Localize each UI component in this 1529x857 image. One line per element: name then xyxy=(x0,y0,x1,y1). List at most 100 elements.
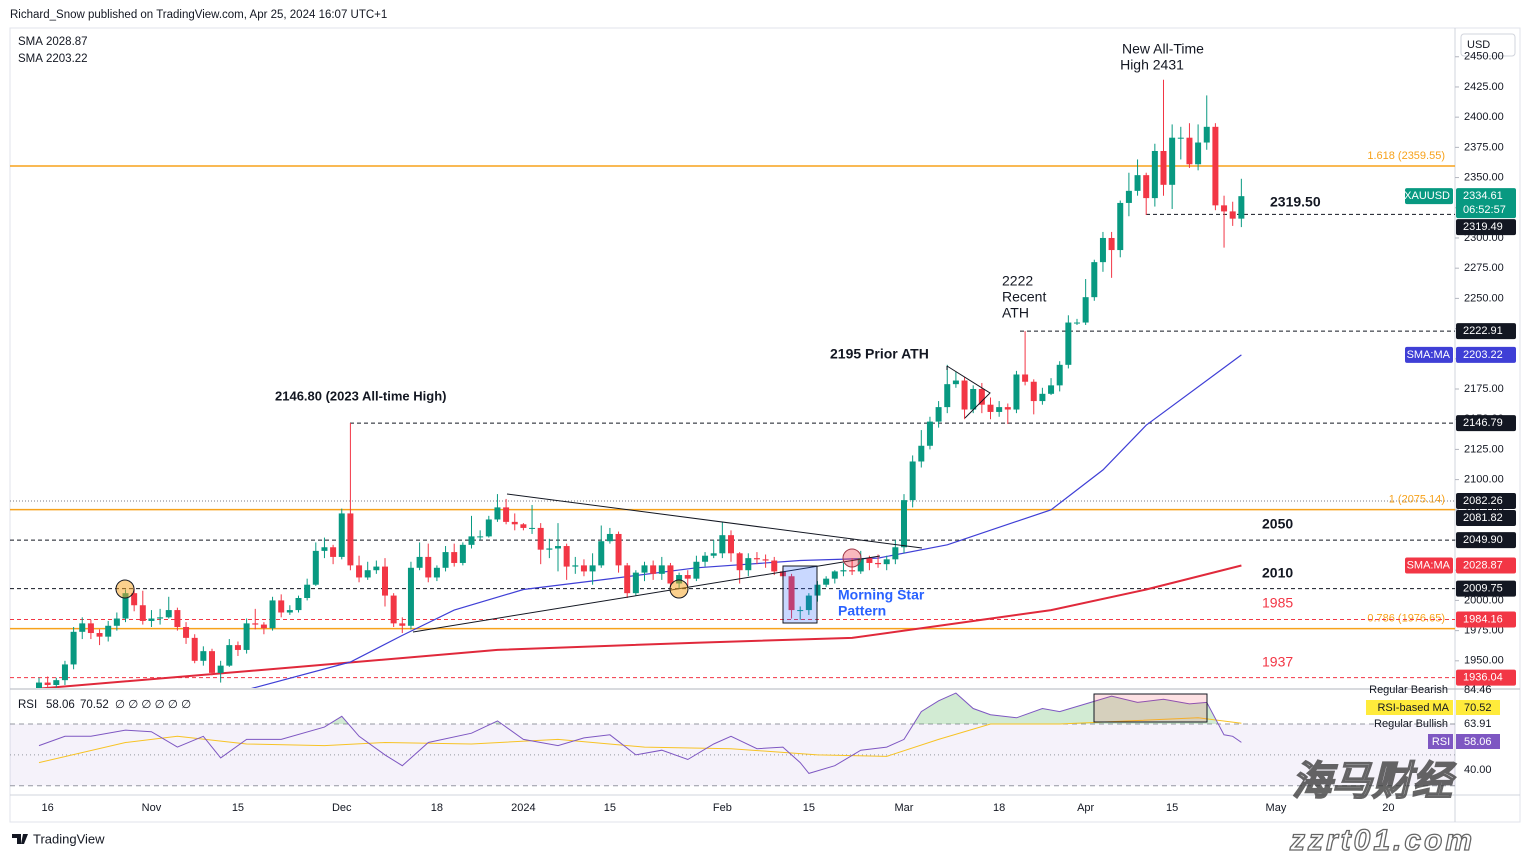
candle-body xyxy=(1238,196,1245,219)
candle-body xyxy=(823,578,830,585)
price-label-name-box xyxy=(1405,346,1453,363)
footer: TradingView xyxy=(12,831,105,846)
x-tick-label: 18 xyxy=(431,802,443,814)
candle-body xyxy=(624,565,631,594)
trendline xyxy=(506,493,923,549)
candle-body xyxy=(572,565,579,567)
rsi-scale: Regular Bearish 84.46 RSI-based MA 70.52… xyxy=(1366,684,1500,749)
rsi-name: RSI xyxy=(1432,736,1450,748)
price-label-box xyxy=(1456,510,1516,527)
candle-body xyxy=(1091,262,1098,298)
y-tick-label: 2175.00 xyxy=(1464,383,1504,395)
candle-body xyxy=(1013,374,1020,410)
x-tick-label: 15 xyxy=(1166,802,1178,814)
candle-body xyxy=(1151,150,1158,199)
price-label: 2082.26 xyxy=(1463,495,1503,507)
rsi-value: 63.91 xyxy=(1464,718,1492,730)
candle-body xyxy=(658,565,665,574)
candle-body xyxy=(364,570,371,578)
candle-body xyxy=(36,682,42,688)
candle-body xyxy=(702,555,709,562)
candle-body xyxy=(555,546,561,549)
marker xyxy=(115,579,135,599)
price-label: 2009.75 xyxy=(1463,583,1503,595)
candle-body xyxy=(433,567,440,578)
candle-body xyxy=(719,535,726,554)
price-label-box xyxy=(1456,415,1516,432)
candle-body xyxy=(892,547,899,560)
annotation: 2050 xyxy=(1262,516,1293,532)
sma-line xyxy=(38,564,1242,688)
price-label-box xyxy=(1456,669,1516,686)
candle-body xyxy=(1203,126,1210,143)
x-tick-label: 16 xyxy=(42,802,54,814)
candle-body xyxy=(373,566,380,571)
candle-body xyxy=(321,547,328,551)
x-tick-label: May xyxy=(1266,802,1287,814)
candle-body xyxy=(710,553,717,556)
candle-body xyxy=(857,558,864,572)
annotation: High 2431 xyxy=(1120,57,1184,73)
candle-body xyxy=(416,556,423,568)
annotation: 2010 xyxy=(1262,565,1293,581)
candle-body xyxy=(1022,374,1029,382)
marker xyxy=(669,579,689,599)
rsi-ma-value: 70.52 xyxy=(1464,702,1492,714)
candle-body xyxy=(234,645,241,650)
candle-body xyxy=(468,536,475,545)
candle-body xyxy=(1117,202,1124,251)
rsi-ma-line xyxy=(38,717,1242,764)
currency: USD xyxy=(1467,39,1490,51)
candle-body xyxy=(996,407,1003,412)
time-scale: 16 Nov 15 Dec 18 2024 15 Feb 15 Mar 18 Apr 15 May 20 xyxy=(42,802,1395,814)
candle-body xyxy=(1221,205,1228,212)
candle-body xyxy=(944,384,951,408)
price-label-name-box xyxy=(1405,557,1453,574)
candle-body xyxy=(226,645,233,666)
candle-body xyxy=(165,610,172,618)
candle-body xyxy=(606,533,613,542)
candle-body xyxy=(1186,137,1193,165)
candle-body xyxy=(157,617,164,619)
candle-body xyxy=(935,407,942,422)
header: Richard_Snow published on TradingView.co… xyxy=(10,9,387,21)
candle-body xyxy=(269,600,276,629)
x-tick-label: 18 xyxy=(993,802,1005,814)
legend-value: 2203.22 xyxy=(46,53,88,65)
candle-body xyxy=(866,558,873,563)
candle-body xyxy=(286,610,293,613)
price-label-box xyxy=(1456,580,1516,597)
rsi-plot xyxy=(10,692,1455,787)
rsi-ma-name-box xyxy=(1366,700,1453,715)
candle-body xyxy=(1108,237,1115,251)
price-label-box xyxy=(1456,188,1516,219)
candle-body xyxy=(330,547,337,557)
candle-body xyxy=(304,584,311,598)
rsi-ma-name: RSI-based MA xyxy=(1377,702,1449,714)
price-label: 2334.61 xyxy=(1463,190,1503,202)
price-label-box xyxy=(1456,493,1516,510)
fib-label: 0.786 (1976.65) xyxy=(1367,613,1445,625)
drawings xyxy=(115,365,1208,723)
price-label-name: XAUUSD xyxy=(1404,190,1450,202)
candle-body xyxy=(1195,142,1202,165)
candle-body xyxy=(485,519,492,537)
candle-body xyxy=(174,610,181,627)
candle-body xyxy=(909,461,916,501)
candle-body xyxy=(459,544,466,563)
price-label-box xyxy=(1456,346,1516,363)
brand: TradingView xyxy=(33,831,105,846)
y-tick-label: 2000.00 xyxy=(1464,594,1504,606)
candle-body xyxy=(831,571,838,579)
candle-body xyxy=(693,561,700,579)
candle-body xyxy=(356,565,363,578)
annotation: 2195 Prior ATH xyxy=(830,346,929,362)
y-tick-label: 2350.00 xyxy=(1464,171,1504,183)
candle-body xyxy=(131,593,138,606)
candle-body xyxy=(987,404,994,412)
candle-body xyxy=(338,513,345,557)
x-tick-label: 15 xyxy=(803,802,815,814)
candle-body xyxy=(494,507,501,520)
candle-body xyxy=(667,565,674,584)
